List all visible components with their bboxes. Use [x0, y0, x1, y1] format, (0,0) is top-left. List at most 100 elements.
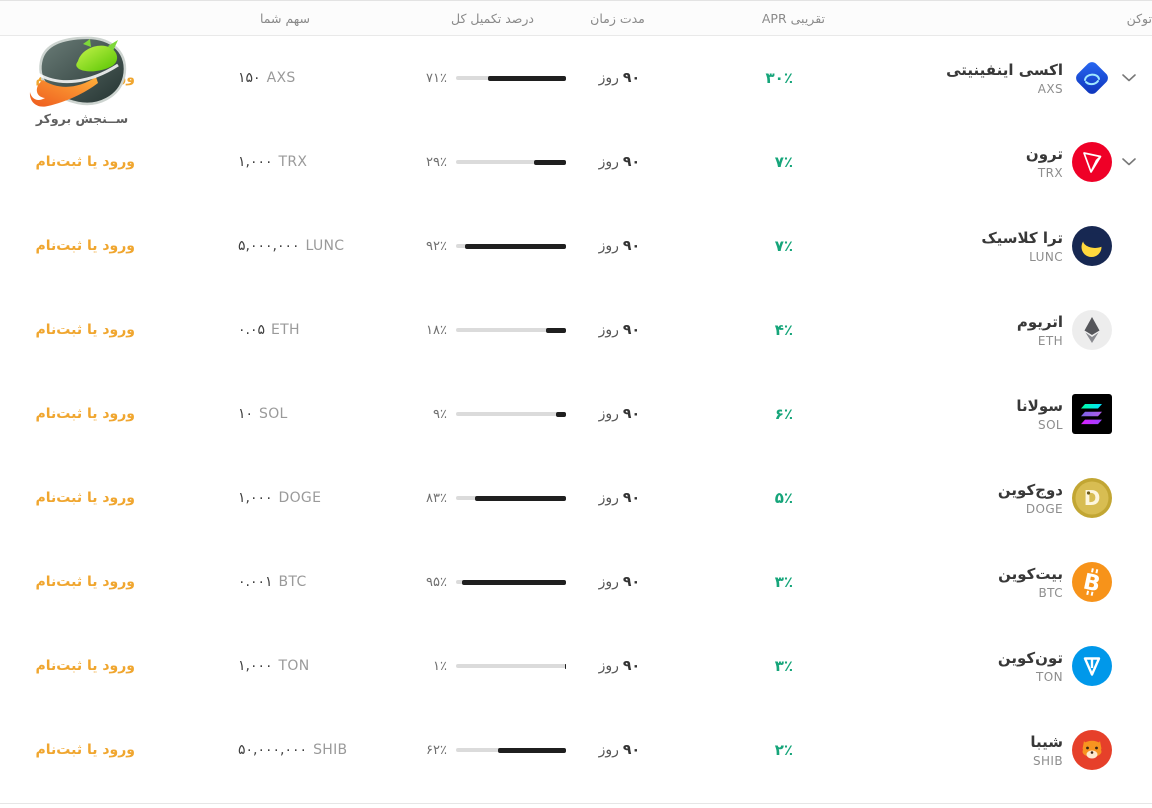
- btc-coin-icon: B: [1072, 562, 1112, 602]
- trx-coin-icon: [1072, 142, 1112, 182]
- progress-bar: [456, 579, 566, 585]
- login-register-link[interactable]: ورود یا ثبت‌نام: [35, 490, 135, 506]
- your-share-cell: ۱۵۰ AXS: [160, 36, 410, 120]
- duration-cell: ۹۰ روز: [575, 456, 660, 540]
- login-register-link[interactable]: ورود یا ثبت‌نام: [35, 154, 135, 170]
- duration-value: ۹۰: [622, 490, 640, 506]
- progress-percent-label: ۷۱٪: [426, 70, 447, 86]
- token-symbol: BTC: [1038, 586, 1063, 601]
- chevron-down-icon[interactable]: [1121, 74, 1136, 82]
- apr-value: ۳۰٪: [765, 69, 793, 87]
- token-symbol: DOGE: [1025, 502, 1063, 517]
- token-name: دوج‌کوین: [997, 480, 1063, 499]
- share-amount: ۱۰: [238, 406, 254, 422]
- header-duration: مدت زمان: [590, 10, 645, 26]
- token-symbol: TRX: [1037, 166, 1063, 181]
- token-name: اتریوم: [1016, 312, 1063, 331]
- share-symbol: LUNC: [305, 238, 345, 254]
- duration-value: ۹۰: [622, 322, 640, 338]
- progress-bar: [456, 75, 566, 81]
- header-apr: APR تقریبی: [660, 11, 835, 26]
- progress-bar: [456, 159, 566, 165]
- token-name: ترا کلاسیک: [981, 228, 1063, 247]
- share-amount: ۱,۰۰۰: [238, 658, 273, 674]
- apr-value: ۳٪: [774, 657, 793, 675]
- progress-bar: [456, 495, 566, 501]
- share-symbol: SHIB: [313, 742, 348, 758]
- staking-row-shib: ورود یا ثبت‌نام ۵۰,۰۰۰,۰۰۰ SHIB ۶۲٪ ۹۰ روز…: [0, 708, 1152, 792]
- sanjesh-broker-watermark: ســنجش بروکر: [26, 35, 138, 126]
- duration-value: ۹۰: [622, 406, 640, 422]
- apr-value: ۵٪: [774, 489, 793, 507]
- staking-row-lunc: ورود یا ثبت‌نام ۵,۰۰۰,۰۰۰ LUNC ۹۲٪ ۹۰ روز …: [0, 204, 1152, 288]
- token-symbol: LUNC: [1029, 250, 1063, 265]
- your-share-cell: ۱۰ SOL: [160, 372, 410, 456]
- share-amount: ۱,۰۰۰: [238, 490, 273, 506]
- token-name: تون‌کوین: [997, 648, 1063, 667]
- token-name: بیت‌کوین: [998, 564, 1063, 583]
- progress-bar: [456, 327, 566, 333]
- sanjesh-broker-emblem-icon: [28, 36, 136, 113]
- share-symbol: DOGE: [278, 490, 322, 506]
- share-symbol: SOL: [259, 406, 288, 422]
- progress-bar: [456, 747, 566, 753]
- share-symbol: TON: [278, 658, 310, 674]
- header-total-progress: درصد تکمیل کل: [451, 10, 534, 26]
- token-symbol: ETH: [1037, 334, 1063, 349]
- duration-unit: روز: [598, 742, 619, 758]
- duration-unit: روز: [598, 238, 619, 254]
- table-header: سهم شما درصد تکمیل کل مدت زمان APR تقریب…: [0, 0, 1152, 36]
- token-symbol: SOL: [1038, 418, 1063, 433]
- your-share-cell: ۵۰,۰۰۰,۰۰۰ SHIB: [160, 708, 410, 792]
- login-register-link[interactable]: ورود یا ثبت‌نام: [35, 406, 135, 422]
- apr-value: ۷٪: [774, 153, 793, 171]
- duration-value: ۹۰: [622, 70, 640, 86]
- login-register-link[interactable]: ورود یا ثبت‌نام: [35, 742, 135, 758]
- progress-bar: [456, 411, 566, 417]
- chevron-down-icon[interactable]: [1121, 158, 1136, 166]
- progress-percent-label: ۶۲٪: [426, 742, 447, 758]
- progress-percent-label: ۹۵٪: [426, 574, 447, 590]
- duration-cell: ۹۰ روز: [575, 288, 660, 372]
- duration-cell: ۹۰ روز: [575, 204, 660, 288]
- share-symbol: ETH: [271, 322, 300, 338]
- login-register-link[interactable]: ورود یا ثبت‌نام: [35, 658, 135, 674]
- progress-bar: [456, 243, 566, 249]
- share-amount: ۰.۰۰۱: [238, 574, 273, 590]
- progress-percent-label: ۹٪: [433, 406, 447, 422]
- duration-unit: روز: [598, 658, 619, 674]
- eth-coin-icon: [1072, 310, 1112, 350]
- header-apr-label: APR تقریبی: [761, 10, 825, 26]
- progress-bar: [456, 663, 566, 669]
- staking-row-eth: ورود یا ثبت‌نام ۰.۰۵ ETH ۱۸٪ ۹۰ روز ۴٪ اتر…: [0, 288, 1152, 372]
- ton-coin-icon: [1072, 646, 1112, 686]
- duration-cell: ۹۰ روز: [575, 708, 660, 792]
- your-share-cell: ۱,۰۰۰ TRX: [160, 120, 410, 204]
- token-symbol: AXS: [1037, 82, 1063, 97]
- axs-coin-icon: [1072, 58, 1112, 98]
- header-your-share: سهم شما: [259, 10, 311, 26]
- progress-percent-label: ۲۹٪: [426, 154, 447, 170]
- login-register-link[interactable]: ورود یا ثبت‌نام: [35, 238, 135, 254]
- token-name: ترون: [1025, 144, 1063, 163]
- duration-unit: روز: [598, 574, 619, 590]
- apr-value: ۴٪: [774, 321, 793, 339]
- duration-value: ۹۰: [622, 238, 640, 254]
- duration-value: ۹۰: [622, 658, 640, 674]
- duration-value: ۹۰: [622, 154, 640, 170]
- svg-text:B: B: [1081, 569, 1103, 597]
- token-name: شیبا: [1030, 732, 1063, 751]
- duration-cell: ۹۰ روز: [575, 624, 660, 708]
- share-amount: ۵,۰۰۰,۰۰۰: [238, 238, 300, 254]
- apr-value: ۲٪: [774, 741, 793, 759]
- staking-row-trx[interactable]: ورود یا ثبت‌نام ۱,۰۰۰ TRX ۲۹٪ ۹۰ روز ۷٪ تر…: [0, 120, 1152, 204]
- duration-unit: روز: [598, 406, 619, 422]
- duration-unit: روز: [598, 490, 619, 506]
- login-register-link[interactable]: ورود یا ثبت‌نام: [35, 322, 135, 338]
- login-register-link[interactable]: ورود یا ثبت‌نام: [35, 574, 135, 590]
- staking-row-sol: ورود یا ثبت‌نام ۱۰ SOL ۹٪ ۹۰ روز ۶٪ سولانا…: [0, 372, 1152, 456]
- staking-row-btc: ورود یا ثبت‌نام ۰.۰۰۱ BTC ۹۵٪ ۹۰ روز ۳٪ B …: [0, 540, 1152, 624]
- brand-name: ســنجش بروکر: [35, 111, 129, 126]
